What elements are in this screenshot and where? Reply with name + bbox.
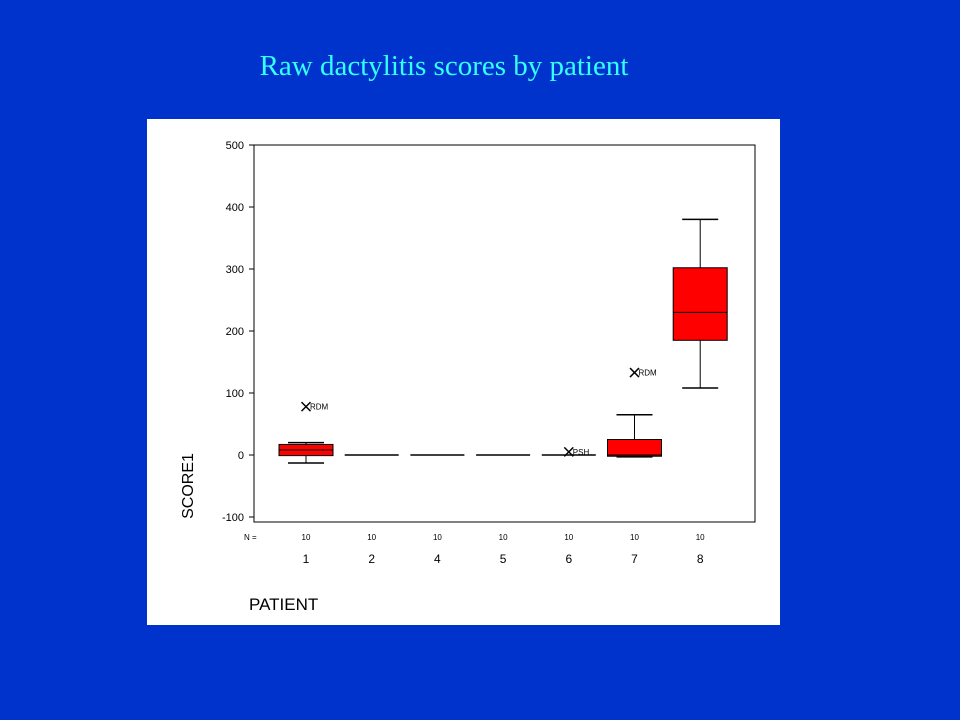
outlier-marker (629, 367, 640, 378)
n-value: 10 (499, 533, 508, 542)
n-value: 10 (433, 533, 442, 542)
x-axis-label: PATIENT (249, 595, 318, 614)
n-value: 10 (696, 533, 705, 542)
x-tick-label: 1 (303, 552, 310, 566)
x-tick-label: 5 (500, 552, 507, 566)
y-tick-label: 100 (226, 388, 244, 400)
box-iqr (672, 267, 728, 341)
n-label: N = (244, 533, 257, 542)
box-iqr (607, 439, 662, 457)
x-tick-label: 7 (631, 552, 638, 566)
x-tick-label: 2 (368, 552, 375, 566)
n-value: 10 (302, 533, 311, 542)
x-tick-label: 4 (434, 552, 441, 566)
x-tick-label: 8 (697, 552, 704, 566)
y-tick-label: 200 (226, 326, 244, 338)
outlier-label: RDM (639, 369, 658, 378)
y-axis-label: SCORE1 (180, 453, 197, 519)
plot-frame (253, 144, 756, 523)
slide-title: Raw dactylitis scores by patient (259, 50, 629, 82)
y-tick-label: 0 (238, 450, 244, 462)
x-tick-label: 6 (565, 552, 572, 566)
boxplot-chart: N = PATIENT SCORE1 -100 0 100 200 300 400 500 1… (180, 140, 756, 614)
outlier-marker (563, 446, 574, 457)
y-tick-label: -100 (222, 512, 244, 524)
y-tick-label: 300 (226, 264, 244, 276)
y-tick-label: 500 (226, 140, 244, 152)
chart-panel: N = PATIENT SCORE1 -100 0 100 200 300 400 500 1… (147, 119, 780, 625)
outlier-label: RDM (310, 403, 329, 412)
y-tick-label: 400 (226, 202, 244, 214)
n-value: 10 (630, 533, 639, 542)
n-value: 10 (367, 533, 376, 542)
outlier-marker (300, 401, 312, 412)
n-value: 10 (564, 533, 573, 542)
outlier-label: PSH (573, 448, 590, 457)
